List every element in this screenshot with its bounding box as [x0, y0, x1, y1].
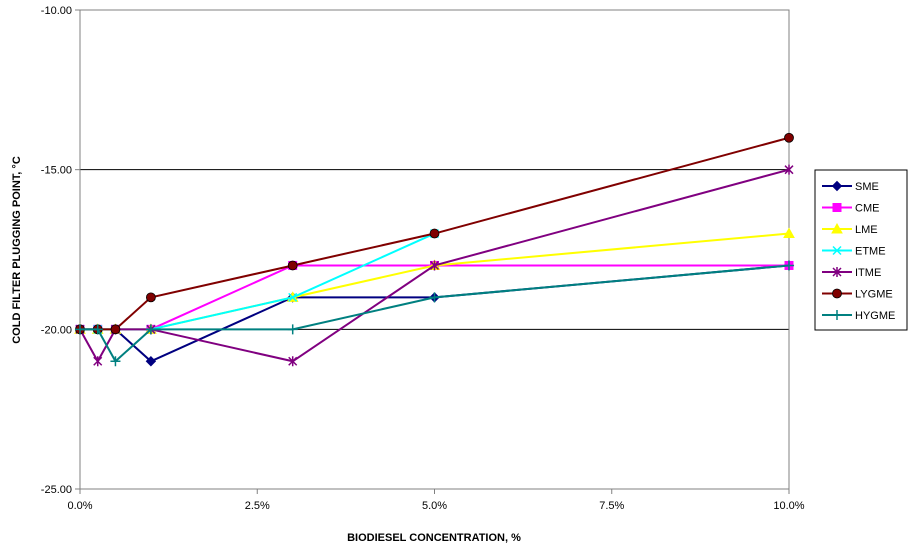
data-point	[145, 356, 157, 367]
legend-marker	[831, 222, 843, 234]
legend-item-lygme: LYGME	[822, 289, 893, 301]
data-point	[93, 356, 103, 367]
series-line	[80, 232, 790, 331]
data-point	[784, 260, 794, 271]
legend-marker	[832, 245, 842, 256]
data-point	[784, 164, 794, 175]
data-point	[92, 324, 103, 335]
legend-marker	[832, 288, 842, 299]
series-lygme	[75, 132, 794, 335]
x-tick-label: 0.0%	[67, 500, 92, 512]
data-point	[145, 324, 156, 335]
data-point	[783, 227, 795, 239]
legend-label: ITME	[855, 267, 881, 279]
legend-marker	[832, 310, 842, 320]
legend-item-etme: ETME	[822, 246, 886, 258]
data-point	[287, 324, 298, 335]
legend-item-sme: SME	[822, 180, 879, 193]
data-point	[288, 292, 298, 302]
legend-label: SME	[855, 181, 879, 193]
x-tick-label: 10.0%	[773, 500, 804, 512]
x-tick-label: 5.0%	[422, 500, 447, 512]
series-lme	[74, 227, 795, 334]
legend: SME CME LME ETME ITME LYGME HYGME	[822, 180, 895, 322]
legend-marker	[831, 180, 843, 192]
legend-item-lme: LME	[822, 222, 878, 236]
legend-marker	[832, 267, 842, 277]
gridlines	[80, 169, 789, 330]
data-point	[110, 356, 121, 367]
data-point	[145, 292, 156, 303]
y-axis-title: COLD FILTER PLUGGING POINT, °C	[11, 156, 23, 344]
data-point	[287, 260, 298, 271]
legend-item-itme: ITME	[822, 267, 881, 279]
plot-area-border	[79, 9, 790, 490]
data-point	[288, 356, 298, 367]
y-tick-label: -25.00	[41, 484, 72, 496]
data-point	[784, 132, 794, 143]
series-hygme	[75, 260, 794, 367]
data-point	[75, 324, 85, 335]
series-sme	[74, 260, 795, 367]
y-tick-label: -10.00	[41, 5, 72, 17]
legend-label: CME	[855, 203, 879, 215]
legend-item-cme: CME	[822, 203, 879, 215]
x-axis-title: BIODIESEL CONCENTRATION, %	[347, 532, 521, 544]
y-tick-label: -15.00	[41, 165, 72, 177]
series-lines	[74, 132, 795, 367]
x-tick-label: 2.5%	[245, 500, 270, 512]
legend-label: ETME	[855, 246, 886, 258]
x-axis-ticks: 0.0% 2.5% 5.0% 7.5% 10.0%	[67, 489, 805, 512]
legend-label: HYGME	[855, 310, 895, 322]
data-point	[429, 228, 440, 239]
legend-marker	[832, 203, 842, 212]
data-point	[429, 260, 440, 271]
legend-label: LME	[855, 224, 878, 236]
legend-label: LYGME	[855, 289, 893, 301]
legend-item-hygme: HYGME	[822, 310, 895, 322]
y-tick-label: -20.00	[41, 324, 72, 336]
data-point	[429, 292, 440, 303]
data-point	[110, 324, 121, 335]
x-tick-label: 7.5%	[599, 500, 624, 512]
y-axis-ticks: -25.00 -20.00 -15.00 -10.00	[41, 5, 80, 496]
